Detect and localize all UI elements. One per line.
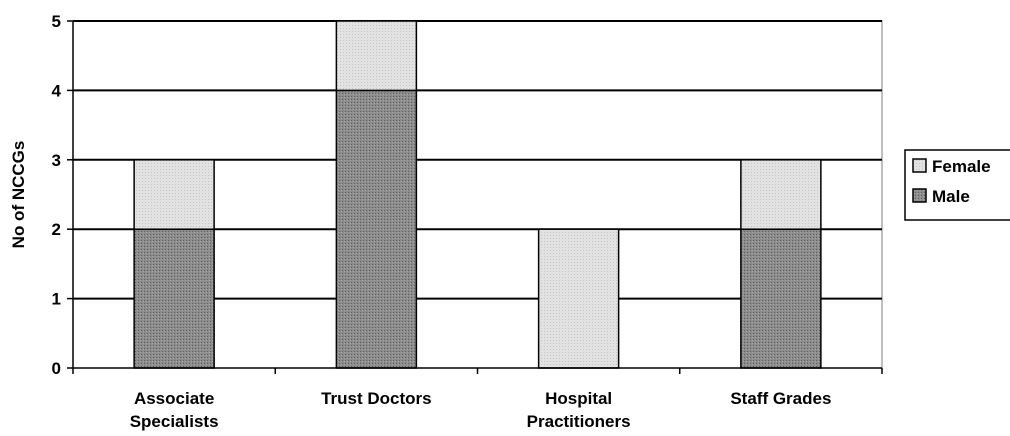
legend-label-female: Female <box>932 157 991 176</box>
bar-male-3 <box>740 228 822 369</box>
legend: Female Male <box>904 149 1010 221</box>
x-category-label: Staff Grades <box>730 389 831 408</box>
y-tick-label: 0 <box>52 359 61 378</box>
x-category-label: Practitioners <box>527 412 631 431</box>
y-tick-label: 3 <box>52 151 61 170</box>
y-tick-label: 4 <box>52 81 62 100</box>
y-tick-label: 5 <box>52 12 61 31</box>
y-axis-title: No of NCCGs <box>9 141 28 249</box>
bar-female-1 <box>335 20 418 92</box>
bar-female-2 <box>537 228 620 369</box>
labels: 0 1 2 3 4 5 Associate Specialists Trust Doctors H… <box>9 12 831 431</box>
bar-male-0 <box>133 228 215 369</box>
legend-label-male: Male <box>932 187 970 206</box>
bar-female-3 <box>740 159 822 230</box>
bar-male-1 <box>335 89 418 369</box>
axes <box>67 20 883 374</box>
x-category-label: Trust Doctors <box>321 389 432 408</box>
y-tick-label: 1 <box>52 290 61 309</box>
x-category-label: Specialists <box>130 412 219 431</box>
bars <box>133 20 822 369</box>
legend-swatch-female <box>912 158 927 173</box>
x-category-label: Associate <box>134 389 214 408</box>
y-tick-label: 2 <box>52 220 61 239</box>
x-category-label: Hospital <box>545 389 612 408</box>
legend-swatch-male <box>912 188 927 203</box>
bar-female-0 <box>133 159 215 230</box>
